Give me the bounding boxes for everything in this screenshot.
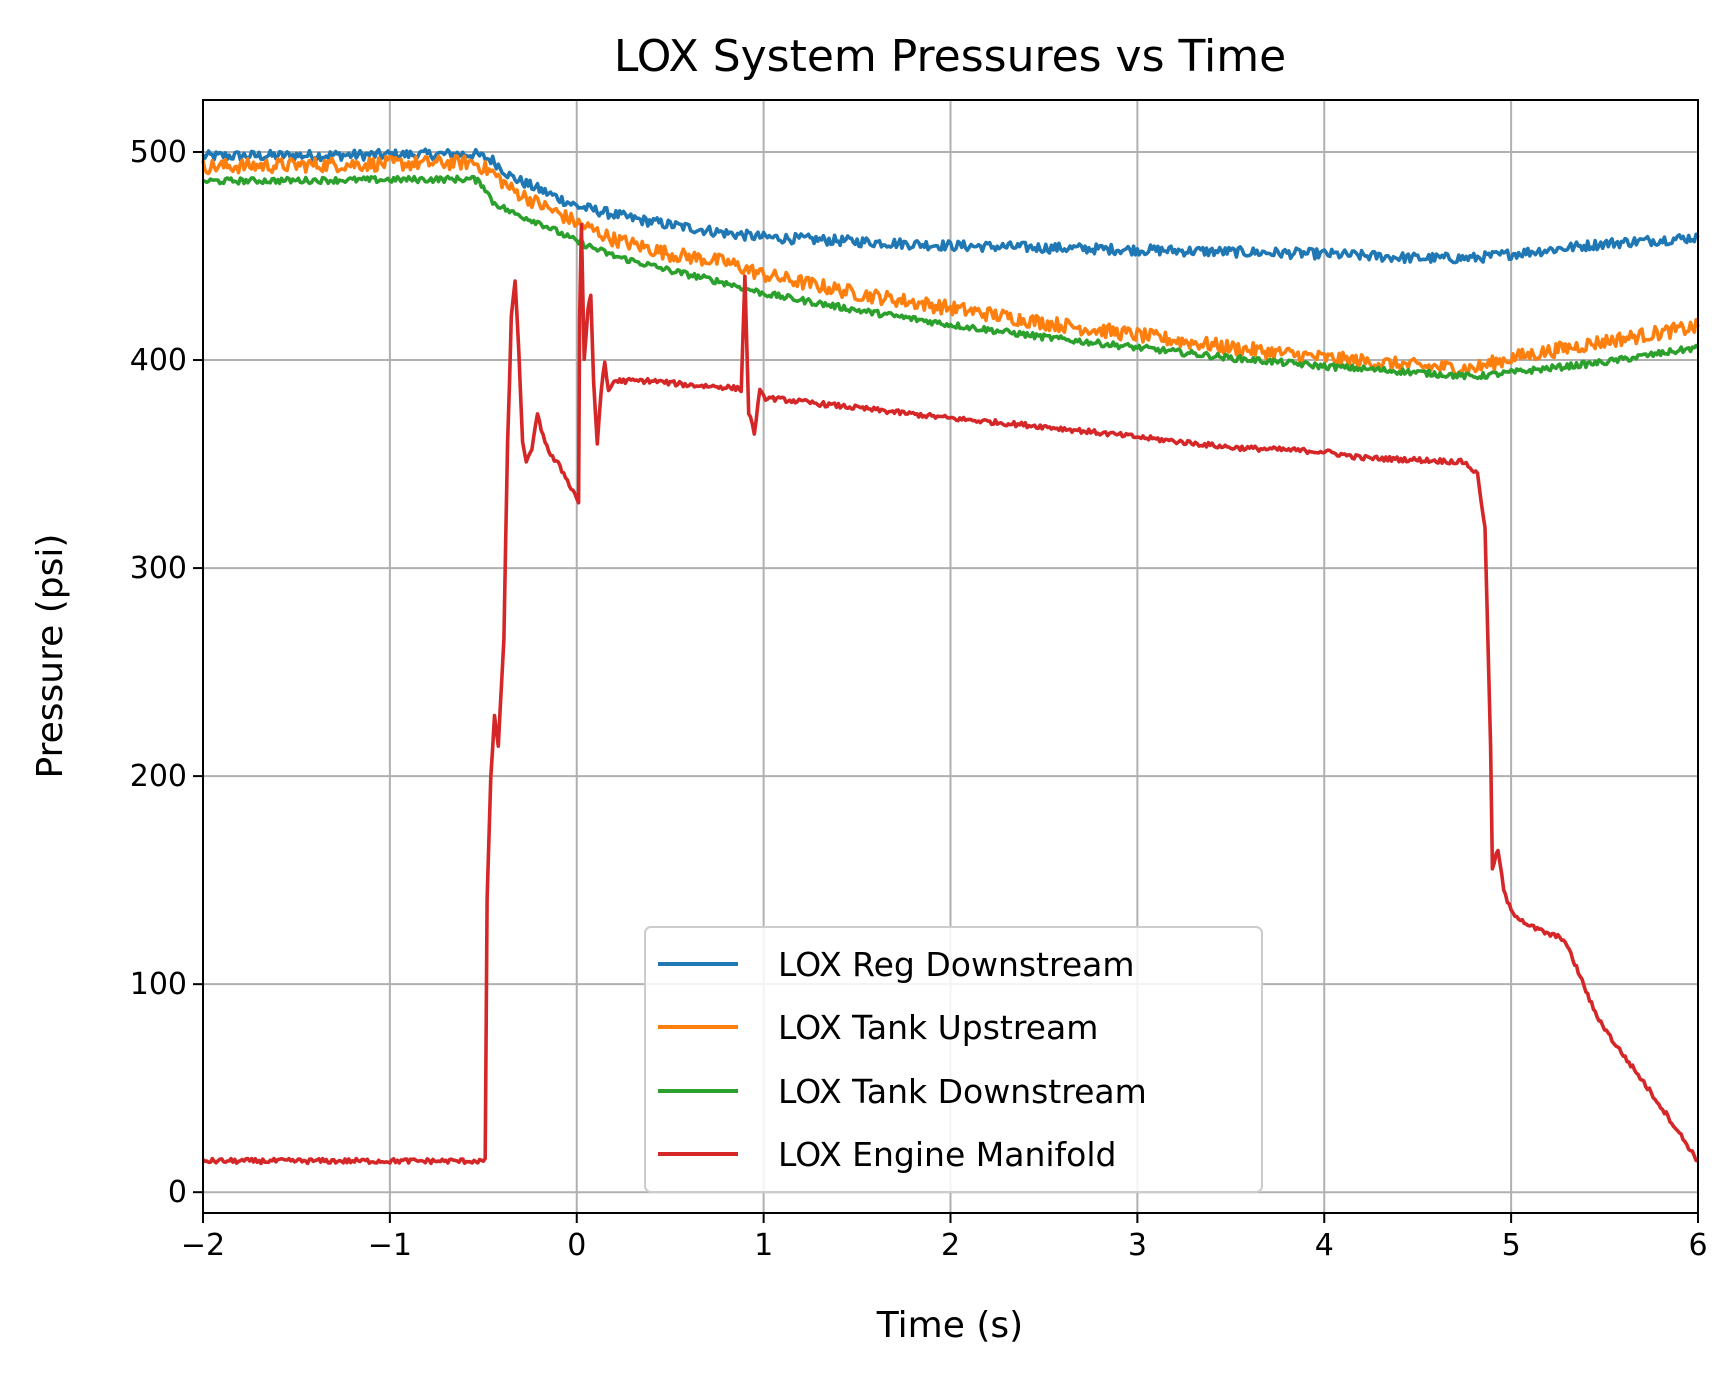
y-tick-label: 500 bbox=[130, 135, 187, 170]
x-tick-label: 0 bbox=[567, 1228, 586, 1263]
legend-label-engine-manifold: LOX Engine Manifold bbox=[778, 1135, 1116, 1174]
chart-title: LOX System Pressures vs Time bbox=[614, 31, 1286, 82]
x-tick-label: 3 bbox=[1128, 1228, 1147, 1263]
legend: LOX Reg Downstream LOX Tank Upstream LOX… bbox=[644, 926, 1263, 1193]
x-tick-label: −2 bbox=[181, 1228, 225, 1263]
series-line-tank-upstream bbox=[201, 154, 1700, 377]
series-line-engine-manifold bbox=[201, 223, 1699, 1166]
legend-label-tank-upstream: LOX Tank Upstream bbox=[778, 1008, 1098, 1047]
x-axis-label: Time (s) bbox=[876, 1305, 1023, 1346]
legend-label-reg-downstream: LOX Reg Downstream bbox=[778, 945, 1135, 984]
y-tick-label: 400 bbox=[130, 343, 187, 378]
series-group bbox=[201, 147, 1700, 1166]
legend-label-tank-downstream: LOX Tank Downstream bbox=[778, 1072, 1147, 1111]
x-tick-label: −1 bbox=[368, 1228, 412, 1263]
y-tick-label: 200 bbox=[130, 759, 187, 794]
series-line-reg-downstream bbox=[201, 147, 1700, 265]
y-tick-label: 100 bbox=[130, 967, 187, 1002]
series-line-tank-downstream bbox=[202, 174, 1700, 381]
x-tick-label: 5 bbox=[1502, 1228, 1521, 1263]
x-tick-label: 2 bbox=[941, 1228, 960, 1263]
legend-frame bbox=[644, 926, 1263, 1193]
x-tick-label: 4 bbox=[1315, 1228, 1334, 1263]
y-tick-label: 0 bbox=[168, 1175, 187, 1210]
y-tick-label: 300 bbox=[130, 551, 187, 586]
x-axis-ticks: −2 −1 0 1 2 3 4 5 6 bbox=[181, 1213, 1708, 1263]
x-tick-label: 1 bbox=[754, 1228, 773, 1263]
y-axis-label: Pressure (psi) bbox=[30, 534, 71, 779]
y-axis-ticks: 0 100 200 300 400 500 bbox=[130, 135, 203, 1210]
x-tick-label: 6 bbox=[1688, 1228, 1707, 1263]
